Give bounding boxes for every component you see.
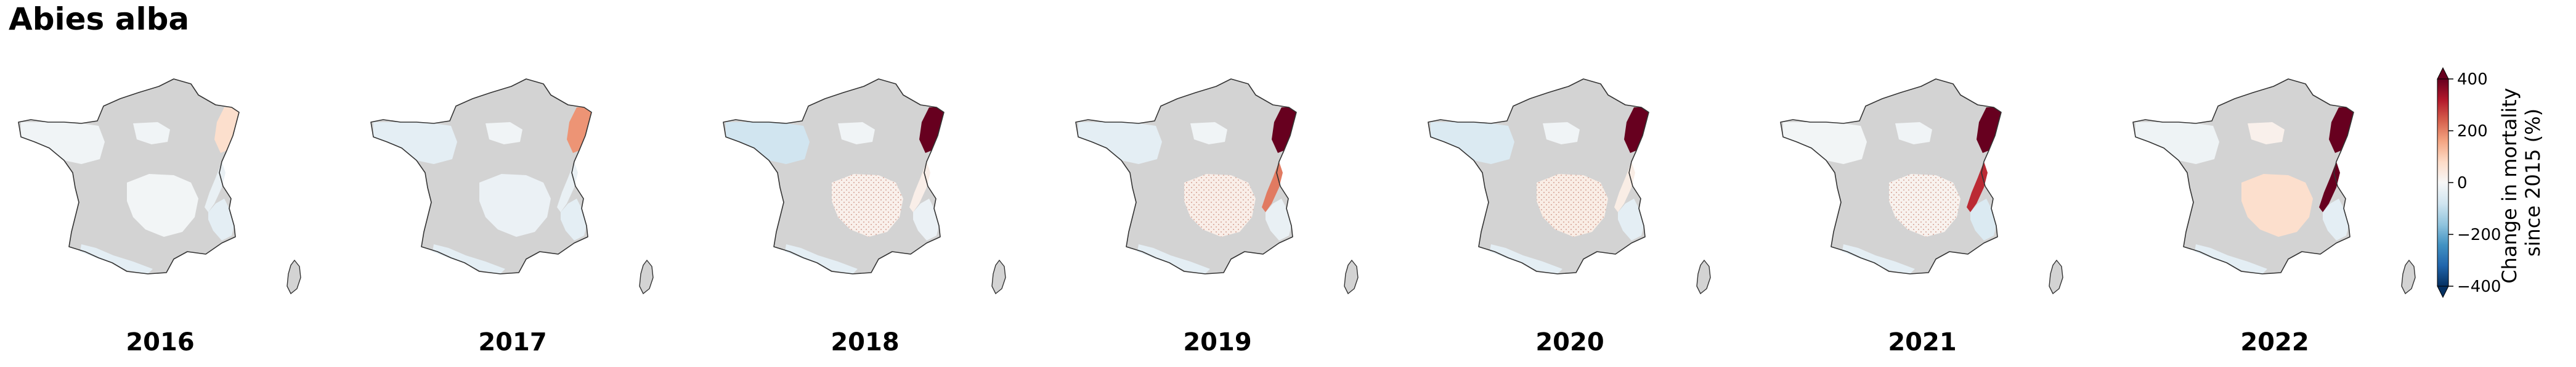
region-north_central-2020 — [1543, 122, 1580, 144]
corsica-2017 — [639, 259, 654, 295]
colorbar-svg: 400 200 0 −200 −400 Change in mortality sinc… — [2437, 67, 2545, 299]
region-north_central-2019 — [1190, 122, 1227, 144]
region-northeast-2017 — [567, 107, 591, 153]
region-northwest-2021 — [1783, 122, 1867, 164]
france-map-2021 — [1780, 78, 2063, 295]
region-hatch-massif_central-2020 — [1537, 174, 1608, 237]
france-base-2022 — [2133, 79, 2354, 274]
france-map-2020 — [1428, 78, 1711, 295]
region-massif_central-2017 — [479, 174, 551, 237]
france-outline-2019 — [1075, 78, 1297, 274]
corsica-2020 — [1696, 259, 1711, 295]
region-massif_central-2022 — [2241, 174, 2313, 237]
region-northwest-2016 — [21, 122, 105, 164]
region-northwest-2019 — [1078, 122, 1162, 164]
region-north_central-2018 — [838, 122, 875, 144]
region-north_central-2017 — [486, 122, 522, 144]
region-pyrenees-2021 — [1842, 244, 1915, 274]
corsica-2022 — [2401, 259, 2416, 295]
region-alps_south-2016 — [208, 199, 234, 241]
colorbar-tick-label: 400 — [2457, 70, 2488, 89]
corsica-2019 — [1344, 259, 1359, 295]
france-base-2021 — [1781, 79, 2001, 274]
region-northwest-2018 — [726, 122, 810, 164]
year-label-2017: 2017 — [478, 328, 547, 357]
colorbar-label-line1: Change in mortality — [2498, 88, 2521, 283]
region-northeast-2021 — [1977, 107, 2001, 153]
france-base-2018 — [723, 79, 944, 274]
france-base-2017 — [371, 79, 591, 274]
france-map-2022 — [2132, 78, 2416, 295]
france-outline-2016 — [18, 78, 240, 274]
region-hatch-massif_central-2018 — [832, 174, 903, 237]
france-base-2020 — [1428, 79, 1649, 274]
colorbar-extend-max — [2437, 67, 2449, 80]
region-pyrenees-2020 — [1490, 244, 1562, 274]
france-map-2019 — [1075, 78, 1359, 295]
region-hatch-massif_central-2021 — [1889, 174, 1960, 237]
colorbar-label-line2: since 2015 (%) — [2521, 109, 2545, 257]
corsica-2018 — [991, 259, 1006, 295]
figure-title: Abies alba — [9, 1, 190, 37]
colorbar-tick-label: −400 — [2457, 278, 2501, 296]
region-north_central-2022 — [2248, 122, 2285, 144]
region-pyrenees-2016 — [80, 244, 153, 274]
region-alps_south-2021 — [1970, 199, 1996, 241]
france-map-2017 — [370, 78, 654, 295]
region-northeast-2019 — [1272, 107, 1296, 153]
region-pyrenees-2017 — [433, 244, 505, 274]
france-outline-2018 — [723, 78, 945, 274]
colorbar-extend-min — [2437, 286, 2449, 299]
region-alps_south-2019 — [1266, 199, 1291, 241]
region-northwest-2017 — [373, 122, 457, 164]
france-outline-2020 — [1428, 78, 1649, 274]
region-northwest-2022 — [2135, 122, 2219, 164]
year-label-2016: 2016 — [126, 328, 195, 357]
france-base-2019 — [1076, 79, 1296, 274]
region-northwest-2020 — [1431, 122, 1514, 164]
map-panel-2018: 2018 — [717, 56, 1013, 364]
region-northeast-2020 — [1624, 107, 1649, 153]
colorbar-tick-label: −200 — [2457, 226, 2501, 244]
colorbar-ticks: 400 200 0 −200 −400 — [2448, 70, 2501, 296]
colorbar-tick-label: 0 — [2457, 174, 2468, 192]
year-label-2019: 2019 — [1183, 328, 1252, 357]
colorbar-gradient — [2437, 78, 2449, 287]
year-label-2022: 2022 — [2240, 328, 2309, 357]
france-map-2018 — [723, 78, 1006, 295]
region-alps_south-2020 — [1618, 199, 1644, 241]
map-panel-2017: 2017 — [365, 56, 660, 364]
france-outline-2017 — [370, 78, 592, 274]
france-outline-2022 — [2132, 78, 2354, 274]
france-map-2016 — [18, 78, 301, 295]
corsica-2016 — [286, 259, 301, 295]
region-northeast-2016 — [214, 107, 239, 153]
region-hatch-massif_central-2019 — [1184, 174, 1256, 237]
year-label-2020: 2020 — [1535, 328, 1604, 357]
france-base-2016 — [18, 79, 239, 274]
map-panel-2021: 2021 — [1774, 56, 2070, 364]
region-pyrenees-2018 — [785, 244, 858, 274]
region-pyrenees-2022 — [2195, 244, 2267, 274]
region-alps_south-2017 — [561, 199, 587, 241]
region-pyrenees-2019 — [1137, 244, 1210, 274]
year-label-2018: 2018 — [831, 328, 900, 357]
region-north_central-2021 — [1895, 122, 1932, 144]
map-panel-2019: 2019 — [1070, 56, 1365, 364]
region-massif_central-2016 — [127, 174, 198, 237]
colorbar: 400 200 0 −200 −400 Change in mortality sinc… — [2434, 67, 2569, 315]
region-northeast-2018 — [919, 107, 944, 153]
region-alps_south-2022 — [2323, 199, 2349, 241]
map-panel-2016: 2016 — [12, 56, 308, 364]
france-outline-2021 — [1780, 78, 2002, 274]
corsica-2021 — [2049, 259, 2063, 295]
region-alps_south-2018 — [913, 199, 939, 241]
region-northeast-2022 — [2329, 107, 2354, 153]
year-label-2021: 2021 — [1888, 328, 1957, 357]
map-panel-2022: 2022 — [2127, 56, 2423, 364]
map-panel-2020: 2020 — [1422, 56, 1718, 364]
colorbar-tick-label: 200 — [2457, 122, 2488, 141]
region-north_central-2016 — [133, 122, 170, 144]
colorbar-label: Change in mortality since 2015 (%) — [2498, 81, 2545, 284]
